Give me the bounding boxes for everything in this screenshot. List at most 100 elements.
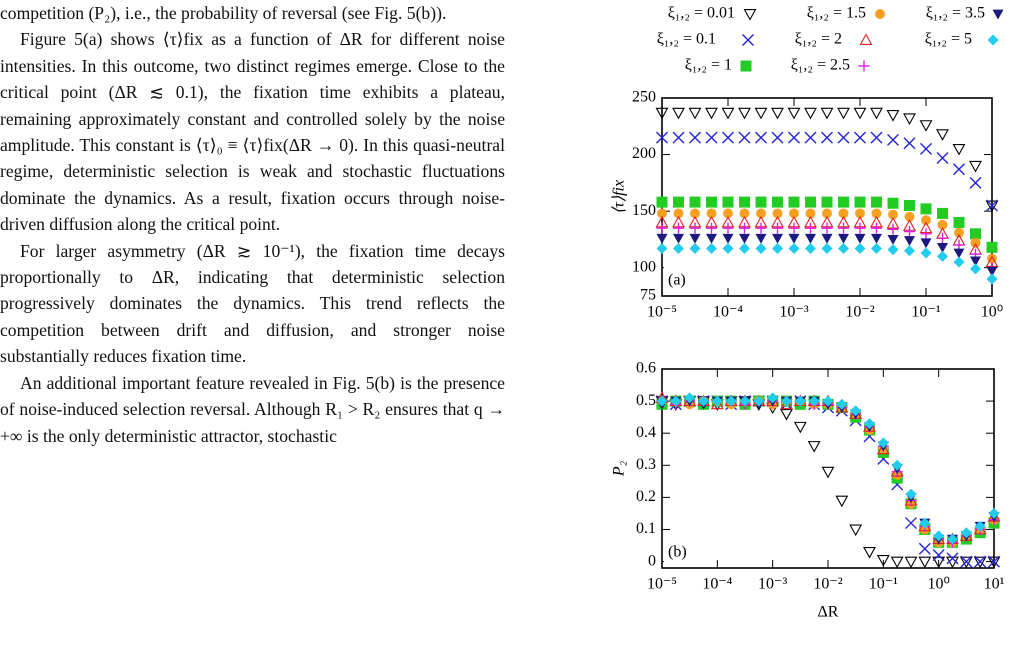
legend-label: ξ₁,₂ = 1.5 [807,5,866,22]
y-tick-label: 0.6 [636,360,656,377]
marker [705,196,717,208]
marker [858,60,870,72]
marker [821,233,833,244]
y-axis-label: ⟨τ⟩fix [611,180,628,214]
x-tick-label: 10⁰ [981,304,1003,321]
marker [903,245,915,257]
marker [657,208,667,219]
marker [932,549,945,562]
paragraph: An additional important feature revealed… [0,372,505,446]
marker [804,222,816,234]
marker [706,208,717,219]
marker [877,437,889,449]
marker [738,233,750,244]
x-axis-label: ΔR [818,604,839,621]
marker [789,208,799,219]
paragraph: Figure 5(a) shows ⟨τ⟩fix as a function o… [0,29,505,235]
marker [837,222,849,234]
marker [837,131,850,144]
marker [960,527,972,539]
marker [689,196,701,208]
legend-label: ξ₁,₂ = 2 [795,31,842,48]
marker [673,208,684,219]
panel-label-box [664,538,704,566]
marker [974,555,987,568]
y-tick-label: 0.2 [636,488,656,505]
marker [903,199,915,211]
marker [936,207,948,219]
marker [903,113,916,125]
marker [822,208,832,219]
marker [793,421,807,434]
marker [837,107,850,120]
x-tick-label: 10⁻⁴ [713,304,743,321]
marker [672,242,684,254]
marker [953,248,965,259]
marker [985,200,999,213]
marker [656,233,668,244]
marker [903,226,915,238]
x-tick-label: 10⁻⁴ [702,576,732,593]
marker [936,151,949,164]
marker [804,242,816,254]
marker [918,542,931,555]
marker [722,131,734,144]
marker [887,197,899,209]
marker [853,107,867,120]
marker [739,208,750,219]
marker [837,242,849,254]
y-axis-label: P₂ [611,460,628,477]
marker [920,247,932,259]
x-tick-label: 10⁻⁵ [647,576,677,593]
marker [854,222,866,234]
marker [946,533,958,545]
marker [946,556,959,569]
marker [969,160,982,173]
marker [936,250,948,262]
x-tick-label: 10⁻³ [758,576,787,593]
marker [986,266,998,277]
marker [886,110,900,122]
marker [837,196,849,208]
marker [656,242,668,254]
marker [738,131,751,144]
marker [771,242,783,254]
marker [804,233,816,244]
marker [863,418,875,430]
marker [920,238,932,249]
marker [854,131,866,144]
marker [755,242,767,254]
marker [903,137,916,150]
marker [871,208,882,219]
marker [804,196,816,208]
marker [887,133,899,146]
y-tick-label: 0 [648,552,656,569]
marker [888,209,898,220]
x-tick-label: 10⁻¹ [911,304,940,321]
marker [870,131,883,144]
marker [919,120,933,132]
marker [738,222,750,234]
marker [755,196,767,208]
marker [987,34,999,46]
marker [988,555,1000,568]
marker [836,398,848,410]
marker [920,228,932,240]
marker [670,395,682,407]
marker [904,211,915,222]
marker [870,107,883,120]
marker [788,233,800,244]
marker [850,405,862,417]
marker [722,222,734,234]
marker [689,233,701,244]
marker [821,222,833,234]
marker [905,488,917,500]
marker [863,547,876,559]
marker [672,222,684,234]
paragraph: For larger asymmetry (ΔR ≳ 10⁻¹), the fi… [0,240,505,367]
marker [672,233,684,244]
marker [684,392,696,404]
marker [804,131,817,144]
